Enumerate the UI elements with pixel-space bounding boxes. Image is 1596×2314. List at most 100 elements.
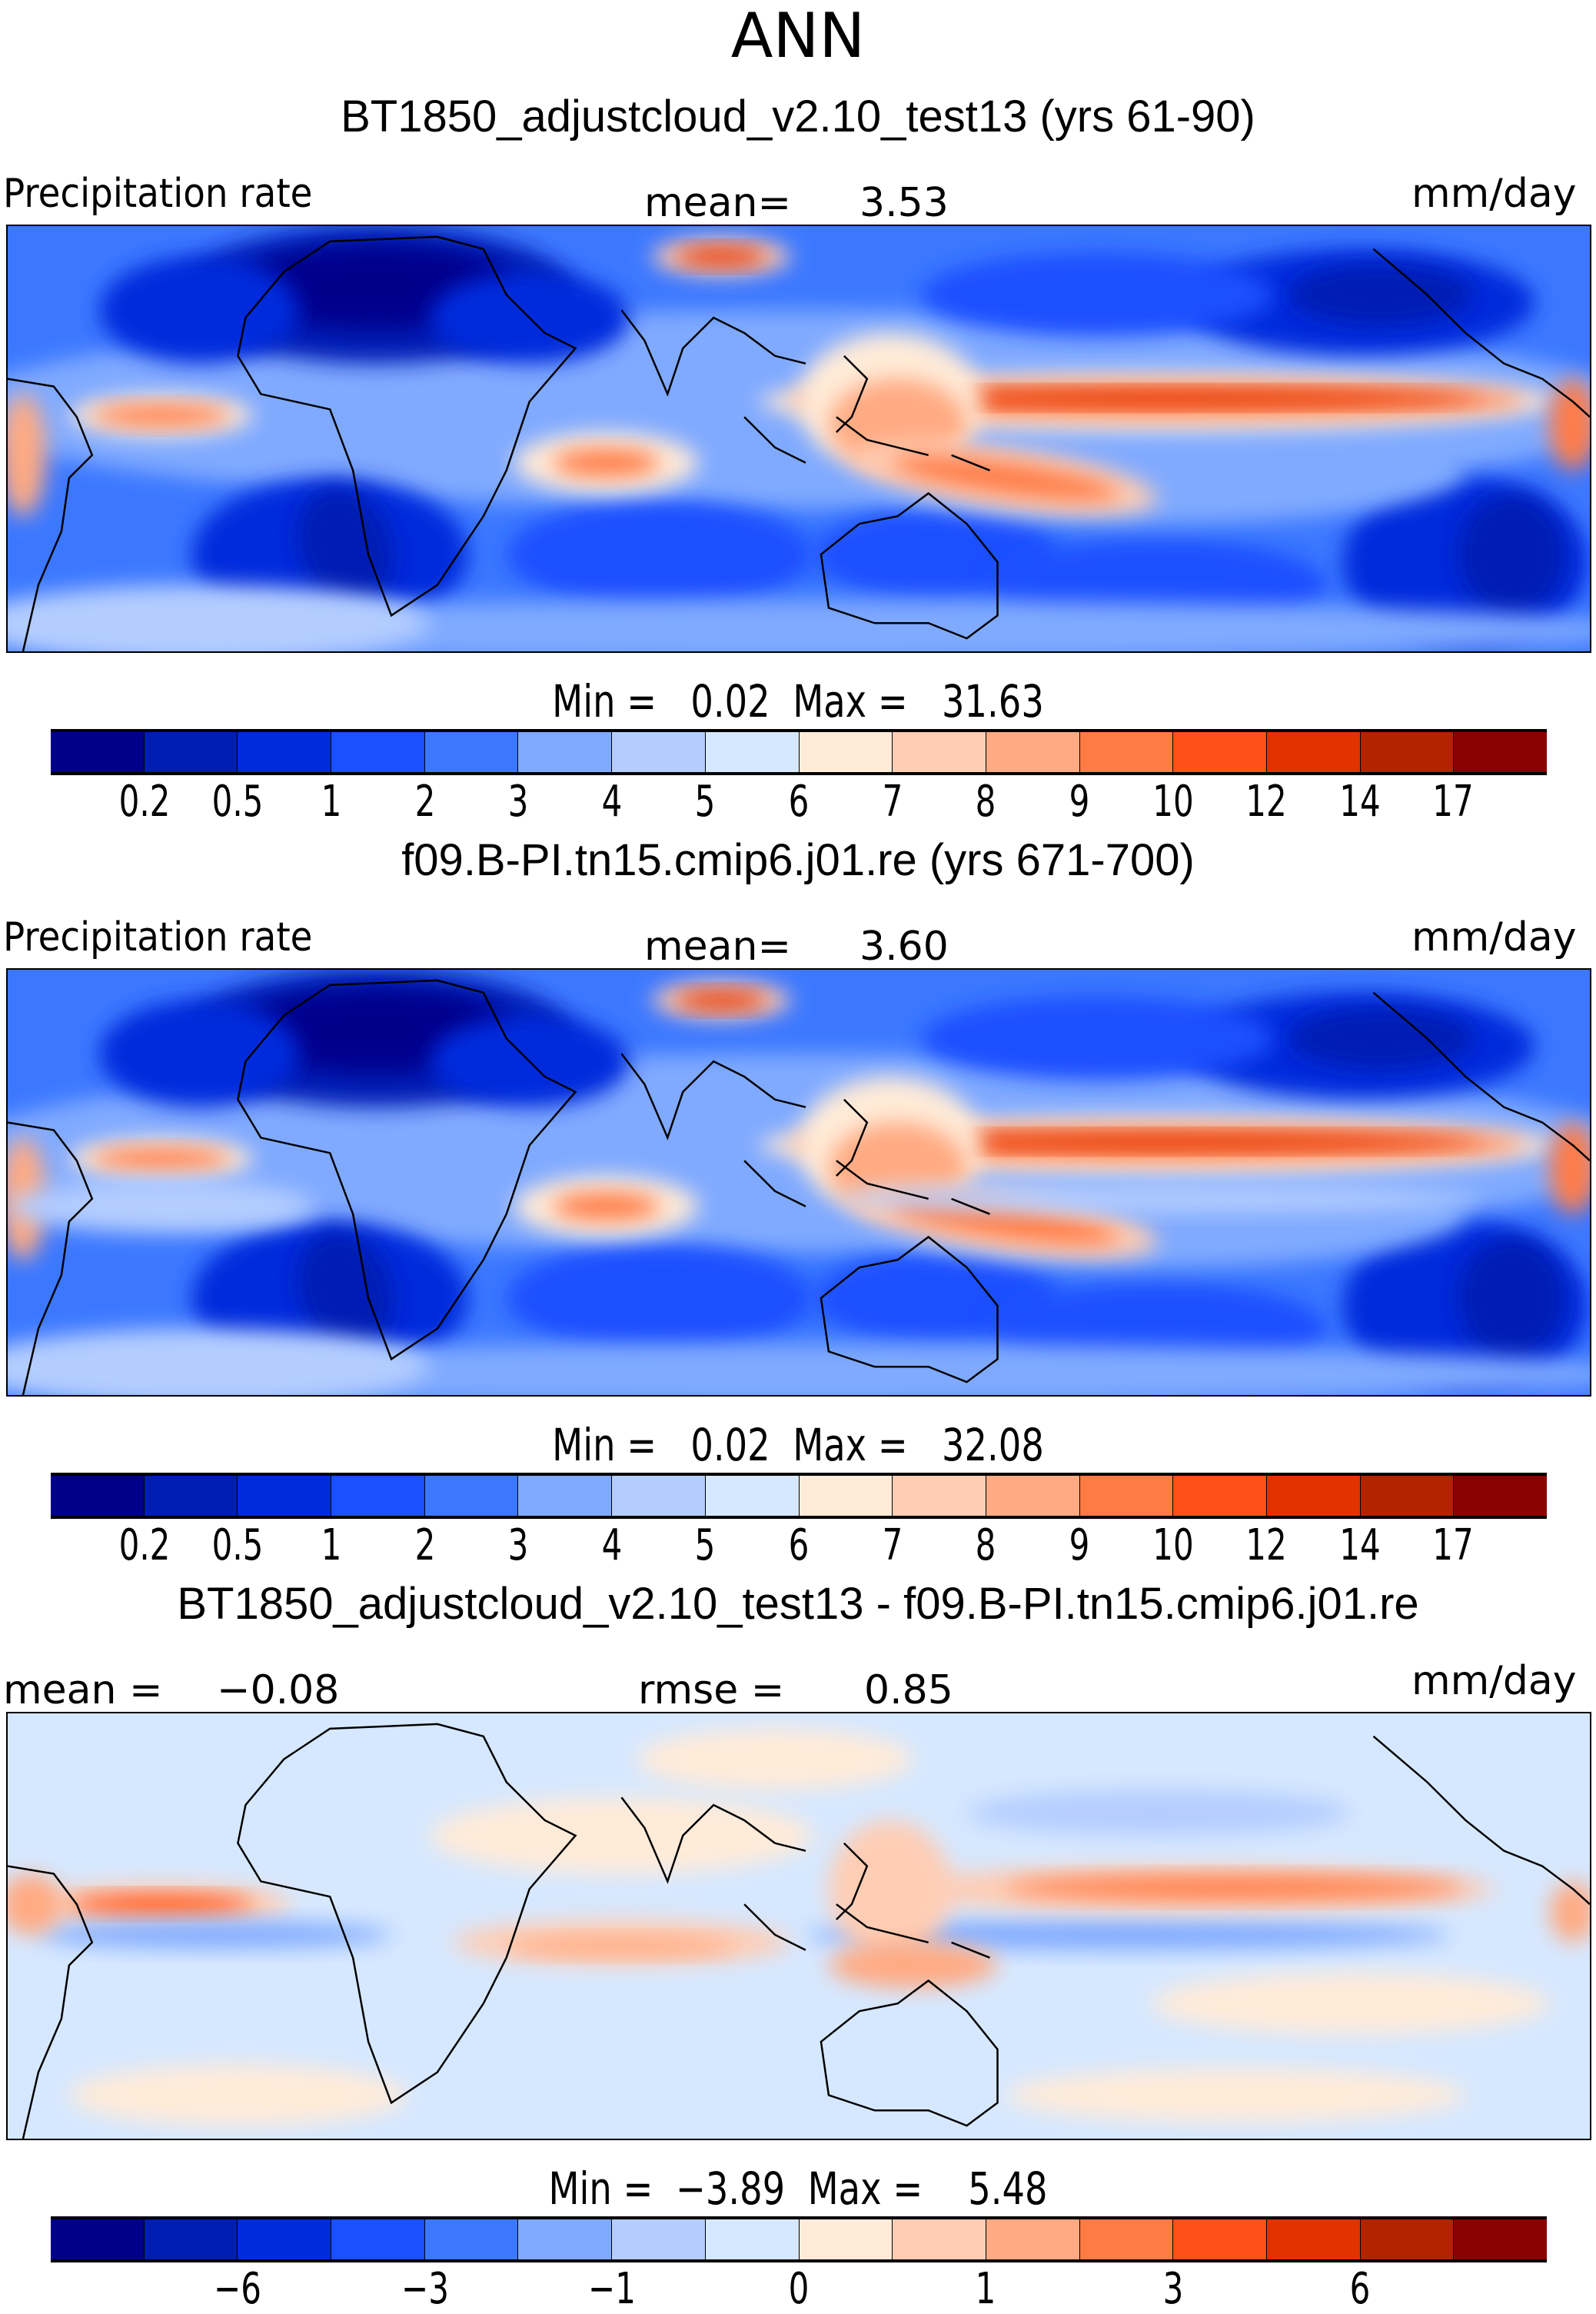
colorbar-tick-label: 0.2 (118, 777, 171, 827)
colorbar-tick-label: 12 (1245, 777, 1287, 827)
panel1-mean-value: 3.53 (860, 180, 949, 226)
field-contour (38, 1921, 392, 1949)
coastline (836, 1842, 869, 1920)
colorbar-swatch (799, 1476, 893, 1516)
panel1-min-label: Min = (552, 675, 657, 727)
colorbar-swatch (331, 1476, 425, 1516)
field-contour (891, 456, 1119, 501)
field-contour (866, 390, 1481, 406)
colorbar-swatch (51, 1476, 145, 1516)
panel1-max-label: Max = (793, 675, 908, 727)
colorbar-tick-label: 1 (321, 777, 342, 827)
coastline (820, 1979, 999, 2127)
colorbar-swatch (424, 2219, 519, 2259)
colorbar-tick-label: 14 (1339, 777, 1381, 827)
colorbar-swatch (238, 1476, 332, 1516)
field-contour (8, 584, 430, 651)
field-contour (836, 1184, 1481, 1213)
coastline (620, 1053, 806, 1140)
colorbar-swatch (331, 2219, 425, 2259)
colorbar-tick-label: 5 (695, 777, 716, 827)
panel1-units: mm/day (1411, 171, 1577, 217)
colorbar-tick-label: −3 (401, 2264, 449, 2314)
colorbar-swatch (424, 732, 519, 772)
field-contour (828, 1820, 952, 1958)
panel3-min-value: −3.89 (675, 2163, 786, 2215)
panel2-min-label: Min = (552, 1419, 657, 1471)
panel3-map (6, 1712, 1591, 2140)
field-contour (966, 1790, 1351, 1836)
panel1-minmax: Min = 0.02 Max = 31.63 (160, 675, 1437, 727)
field-contour (8, 1180, 315, 1234)
field-contour (1550, 1122, 1590, 1214)
colorbar-swatch (1266, 732, 1361, 772)
coastline (620, 309, 806, 397)
panel2-map (6, 968, 1591, 1397)
field-contour (68, 2064, 407, 2126)
colorbar-swatch (1173, 2219, 1267, 2259)
coastline (1372, 248, 1590, 418)
colorbar-tick-label: 0.2 (118, 1520, 171, 1570)
colorbar-swatch (612, 732, 706, 772)
field-contour (8, 1873, 62, 1935)
coastline (620, 1796, 806, 1884)
panel2-max-value: 32.08 (942, 1419, 1044, 1471)
panel1-colorbar (51, 729, 1547, 775)
field-contour (920, 252, 1274, 337)
panel2-mean-value: 3.60 (860, 924, 949, 970)
panel3-min-label: Min = (548, 2163, 653, 2215)
panel2-max-label: Max = (793, 1419, 908, 1471)
field-contour (891, 1200, 1119, 1244)
panel1-map (6, 225, 1591, 653)
field-contour (675, 991, 768, 1010)
colorbar-swatch (1266, 2219, 1361, 2259)
colorbar-swatch (1454, 2219, 1547, 2259)
colorbar-swatch (799, 2219, 893, 2259)
field-contour (1005, 2068, 1466, 2123)
coastline (8, 1121, 94, 1395)
panel3-mean-value: −0.08 (217, 1667, 340, 1713)
panel2-min-value: 0.02 (690, 1419, 770, 1471)
colorbar-tick-label: 0.5 (211, 777, 264, 827)
coastline (8, 1865, 94, 2139)
colorbar-tick-label: 6 (788, 777, 810, 827)
coastline (743, 416, 990, 471)
colorbar-tick-label: −1 (587, 2264, 636, 2314)
coastline (836, 355, 869, 433)
field-contour (552, 1192, 660, 1220)
field-contour (506, 1244, 813, 1352)
field-contour (99, 256, 300, 364)
panel1-title: BT1850_adjustcloud_v2.10_test13 (yrs 61-… (341, 92, 1255, 142)
colorbar-tick-label: 7 (882, 777, 903, 827)
coastline (820, 491, 999, 640)
colorbar-swatch (1079, 732, 1174, 772)
field-contour (866, 1134, 1481, 1150)
colorbar-tick-label: 6 (1349, 2264, 1371, 2314)
colorbar-swatch (893, 1476, 986, 1516)
field-contour (1550, 1881, 1590, 1943)
colorbar-tick-label: 2 (414, 1520, 435, 1570)
colorbar-tick-label: 9 (1069, 777, 1090, 827)
colorbar-tick-label: 0 (788, 2264, 810, 2314)
field-contour (1550, 378, 1590, 471)
panel3-colorbar (51, 2216, 1547, 2262)
coastline (8, 378, 94, 651)
colorbar-swatch (424, 1476, 519, 1516)
colorbar-swatch (705, 1476, 800, 1516)
colorbar-tick-label: 14 (1339, 1520, 1381, 1570)
coastline (1372, 991, 1590, 1162)
coastline (237, 979, 577, 1361)
panel3-field (8, 1713, 1590, 2139)
coastline (836, 1098, 869, 1177)
colorbar-swatch (1079, 2219, 1174, 2259)
field-contour (828, 1942, 998, 1989)
panel1-left-label: Precipitation rate (3, 171, 313, 217)
colorbar-tick-label: 5 (695, 1520, 716, 1570)
panel2-units: mm/day (1411, 914, 1577, 961)
panel1-min-value: 0.02 (690, 675, 770, 727)
panel3-title: BT1850_adjustcloud_v2.10_test13 - f09.B-… (177, 1579, 1419, 1629)
coastline (743, 1160, 990, 1215)
colorbar-tick-label: 10 (1152, 777, 1194, 827)
field-contour (91, 1148, 231, 1170)
panel2-title: f09.B-PI.tn15.cmip6.j01.re (yrs 671-700) (401, 835, 1195, 885)
